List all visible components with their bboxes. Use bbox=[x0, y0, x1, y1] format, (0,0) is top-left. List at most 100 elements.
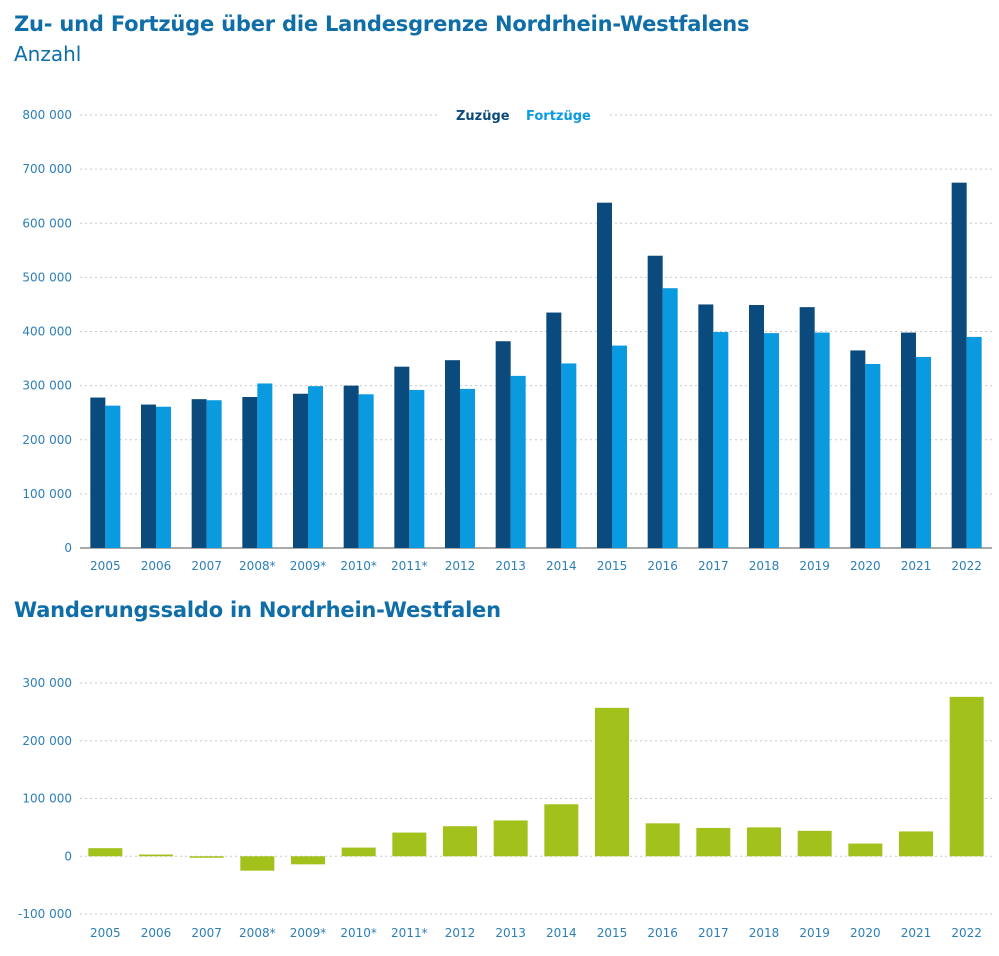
bar-fortzuege bbox=[916, 356, 931, 548]
x-tick-label: 2015 bbox=[597, 559, 628, 573]
bar-saldo bbox=[139, 854, 173, 857]
bar-fortzuege bbox=[612, 345, 627, 548]
bar-saldo bbox=[797, 830, 832, 857]
bar-saldo bbox=[341, 847, 376, 857]
y-tick-label: 100 000 bbox=[22, 487, 72, 501]
bar-zuzuege bbox=[141, 404, 156, 548]
x-tick-label: 2014 bbox=[546, 926, 577, 940]
y-tick-label: 700 000 bbox=[22, 162, 72, 176]
legend-background bbox=[440, 104, 608, 126]
bar-fortzuege bbox=[561, 363, 577, 548]
bar-saldo bbox=[645, 823, 680, 857]
bar-fortzuege bbox=[966, 336, 982, 548]
y-tick-label: -100 000 bbox=[18, 907, 72, 921]
x-tick-label: 2005 bbox=[90, 559, 121, 573]
bar-fortzuege bbox=[510, 375, 526, 548]
bar-saldo bbox=[240, 856, 275, 871]
bar-zuzuege bbox=[850, 350, 866, 548]
bar-saldo bbox=[899, 831, 933, 857]
bar-saldo bbox=[848, 843, 883, 857]
y-tick-label: 400 000 bbox=[22, 325, 72, 339]
bar-fortzuege bbox=[662, 288, 678, 548]
bar-zuzuege bbox=[242, 396, 258, 548]
bar-fortzuege bbox=[865, 363, 881, 548]
x-tick-label: 2020 bbox=[850, 559, 881, 573]
x-tick-label: 2019 bbox=[799, 559, 830, 573]
y-tick-label: 0 bbox=[64, 541, 72, 555]
bar-zuzuege bbox=[293, 393, 308, 548]
x-tick-label: 2009* bbox=[290, 926, 327, 940]
y-tick-label: 0 bbox=[64, 849, 72, 863]
y-tick-label: 800 000 bbox=[22, 108, 72, 122]
bar-saldo bbox=[544, 804, 579, 857]
bar-saldo bbox=[595, 707, 629, 857]
bar-saldo bbox=[392, 832, 427, 857]
bar-saldo bbox=[747, 827, 781, 857]
chart-subtitle-top: Anzahl bbox=[14, 42, 82, 66]
y-tick-label: 200 000 bbox=[22, 433, 72, 447]
bar-zuzuege bbox=[597, 202, 612, 548]
bar-fortzuege bbox=[206, 400, 222, 548]
bar-saldo bbox=[88, 848, 123, 857]
bar-zuzuege bbox=[901, 332, 916, 548]
bar-fortzuege bbox=[460, 388, 475, 548]
bar-zuzuege bbox=[90, 397, 106, 548]
bar-fortzuege bbox=[409, 389, 425, 548]
x-tick-label: 2018 bbox=[749, 926, 780, 940]
x-tick-label: 2021 bbox=[901, 926, 932, 940]
x-tick-label: 2017 bbox=[698, 559, 729, 573]
y-tick-label: 200 000 bbox=[22, 734, 72, 748]
x-tick-label: 2015 bbox=[597, 926, 628, 940]
x-tick-label: 2010* bbox=[340, 559, 377, 573]
x-tick-label: 2007 bbox=[191, 926, 222, 940]
x-tick-label: 2013 bbox=[495, 559, 526, 573]
x-tick-label: 2022 bbox=[951, 559, 982, 573]
x-tick-label: 2006 bbox=[141, 926, 172, 940]
bar-zuzuege bbox=[546, 312, 562, 548]
x-tick-label: 2013 bbox=[495, 926, 526, 940]
x-tick-label: 2012 bbox=[445, 559, 476, 573]
x-tick-label: 2008* bbox=[239, 559, 276, 573]
x-tick-label: 2005 bbox=[90, 926, 121, 940]
x-tick-label: 2021 bbox=[901, 559, 932, 573]
legend-fortzuege: Fortzüge bbox=[526, 109, 591, 124]
bar-zuzuege bbox=[495, 341, 511, 548]
bar-saldo bbox=[291, 856, 325, 865]
bar-saldo bbox=[493, 820, 528, 857]
x-tick-label: 2011* bbox=[391, 926, 428, 940]
bar-zuzuege bbox=[749, 304, 764, 548]
x-tick-label: 2019 bbox=[799, 926, 830, 940]
bar-fortzuege bbox=[105, 405, 121, 548]
x-tick-label: 2006 bbox=[141, 559, 172, 573]
x-tick-label: 2017 bbox=[698, 926, 729, 940]
y-tick-label: 100 000 bbox=[22, 792, 72, 806]
chart-title-top: Zu- und Fortzüge über die Landesgrenze N… bbox=[14, 12, 750, 36]
chart-title-bottom: Wanderungssaldo in Nordrhein-Westfalen bbox=[14, 598, 501, 622]
bar-fortzuege bbox=[308, 386, 323, 548]
bar-fortzuege bbox=[713, 332, 729, 548]
x-tick-label: 2008* bbox=[239, 926, 276, 940]
x-tick-label: 2011* bbox=[391, 559, 428, 573]
bar-saldo bbox=[949, 696, 984, 857]
legend-zuzuege: Zuzüge bbox=[456, 109, 510, 124]
x-tick-label: 2014 bbox=[546, 559, 577, 573]
x-tick-label: 2018 bbox=[749, 559, 780, 573]
bar-zuzuege bbox=[951, 182, 967, 548]
bar-zuzuege bbox=[445, 360, 460, 548]
bar-fortzuege bbox=[156, 406, 171, 548]
x-tick-label: 2010* bbox=[340, 926, 377, 940]
bar-saldo bbox=[696, 827, 731, 857]
y-tick-label: 300 000 bbox=[22, 676, 72, 690]
x-tick-label: 2016 bbox=[647, 926, 678, 940]
bar-zuzuege bbox=[698, 304, 714, 548]
y-tick-label: 500 000 bbox=[22, 270, 72, 284]
bar-zuzuege bbox=[191, 399, 207, 548]
bar-saldo bbox=[189, 856, 224, 858]
bar-fortzuege bbox=[358, 394, 374, 548]
x-tick-label: 2007 bbox=[191, 559, 222, 573]
y-tick-label: 600 000 bbox=[22, 216, 72, 230]
x-tick-label: 2022 bbox=[951, 926, 982, 940]
bar-fortzuege bbox=[257, 383, 273, 548]
bar-zuzuege bbox=[799, 307, 815, 548]
